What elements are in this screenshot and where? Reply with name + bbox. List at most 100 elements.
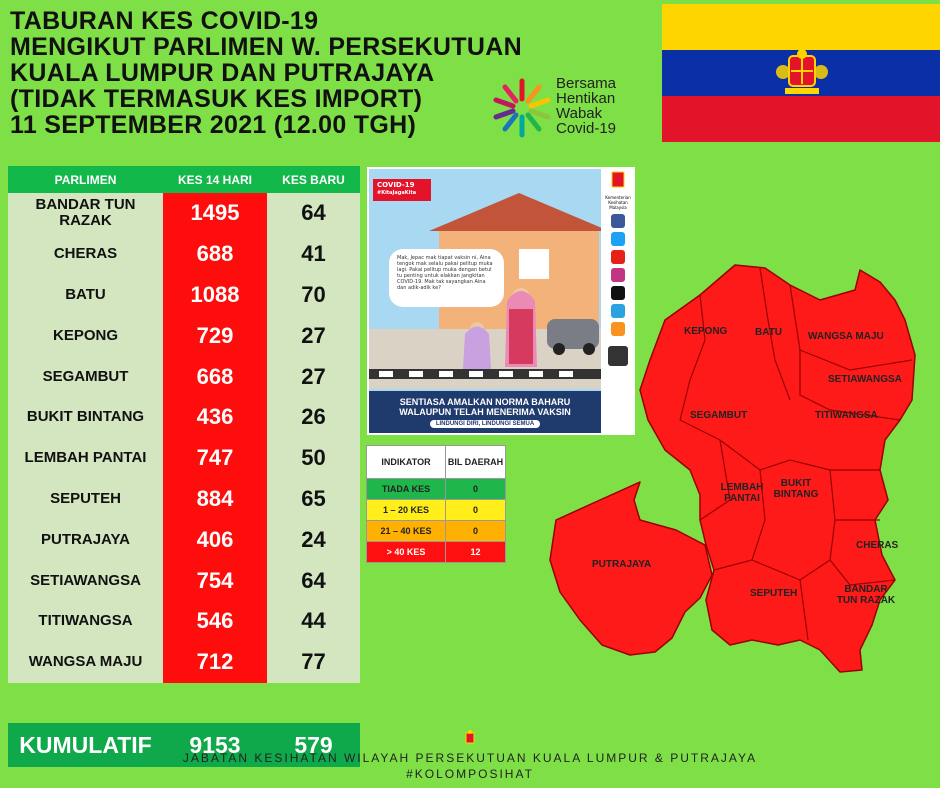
table-row: LEMBAH PANTAI 747 50 (8, 437, 360, 479)
cell-parlimen: PUTRAJAYA (8, 519, 163, 561)
indicator-value: 0 (445, 520, 506, 542)
cell-kesbaru: 64 (267, 193, 360, 234)
poster-banner-line-2: WALAUPUN TELAH MENERIMA VAKSIN (399, 407, 571, 417)
bil-daerah-header: BIL DAERAH (445, 445, 506, 479)
indicator-row: > 40 KES 12 (366, 541, 506, 563)
poster-ribbon-text: COVID-19 (377, 181, 415, 189)
cell-kes14: 546 (163, 600, 267, 642)
poster-banner-line-1: SENTIASA AMALKAN NORMA BAHARU (399, 397, 571, 407)
campaign-mini-icon (611, 322, 625, 336)
tiktok-icon (611, 286, 625, 300)
cases-table: PARLIMEN KES 14 HARI KES BARU BANDAR TUN… (8, 166, 360, 768)
map-label-bandar-tun-razak: BANDAR TUN RAZAK (836, 584, 896, 606)
cell-kes14: 436 (163, 396, 267, 438)
total-kes-14: 9153 (163, 723, 267, 768)
map-label-setiawangsa: SETIAWANGSA (828, 374, 902, 385)
indicator-header: INDIKATOR (366, 445, 446, 479)
page-title: TABURAN KES COVID-19 MENGIKUT PARLIMEN W… (10, 7, 522, 139)
poster-scene: COVID-19 #KitaJagaKita Mak, Jepac mak ti… (369, 169, 601, 433)
poster-banner: SENTIASA AMALKAN NORMA BAHARU WALAUPUN T… (369, 391, 601, 433)
table-row: SETIAWANGSA 754 64 (8, 560, 360, 601)
total-kes-baru: 579 (267, 723, 360, 768)
cell-parlimen: BANDAR TUN RAZAK (8, 193, 163, 234)
table-row: BATU 1088 70 (8, 274, 360, 316)
map-label-wangsa-maju: WANGSA MAJU (808, 331, 884, 342)
map-label-segambut: SEGAMBUT (690, 410, 748, 421)
poster-ribbon: COVID-19 #KitaJagaKita (373, 179, 431, 201)
cell-parlimen: KEPONG (8, 315, 163, 357)
map-label-batu: BATU (755, 327, 783, 338)
map-label-titiwangsa: TITIWANGSA (815, 410, 878, 421)
cell-kes14: 729 (163, 315, 267, 357)
campaign-burst-icon (493, 78, 551, 138)
cell-kesbaru: 26 (267, 396, 360, 438)
instagram-icon (611, 268, 625, 282)
cell-kes14: 754 (163, 560, 267, 601)
qr-code-icon (608, 346, 628, 366)
poster-ribbon-tag: #KitaJagaKita (377, 190, 417, 196)
title-line-4: (TIDAK TERMASUK KES IMPORT) (10, 85, 423, 113)
total-row: KUMULATIF 9153 579 (8, 723, 360, 768)
indicator-label: > 40 KES (366, 541, 446, 563)
cell-parlimen: SEGAMBUT (8, 356, 163, 397)
map-label-kepong: KEPONG (684, 326, 728, 337)
cell-parlimen: SEPUTEH (8, 478, 163, 520)
cell-kesbaru: 77 (267, 641, 360, 683)
cell-parlimen: SETIAWANGSA (8, 560, 163, 601)
map-label-putrajaya: PUTRAJAYA (592, 559, 652, 570)
cell-kes14: 712 (163, 641, 267, 683)
cell-kesbaru: 65 (267, 478, 360, 520)
campaign-line-1: Bersama (556, 75, 617, 92)
poster-sidebar: Kementerian Kesihatan Malaysia (603, 169, 633, 433)
footer: JABATAN KESIHATAN WILAYAH PERSEKUTUAN KU… (0, 750, 940, 782)
indicator-row: TIADA KES 0 (366, 478, 506, 500)
table-row: CHERAS 688 41 (8, 233, 360, 275)
campaign-line-3: Wabak (556, 105, 603, 122)
cell-parlimen: CHERAS (8, 233, 163, 275)
cell-kes14: 1495 (163, 193, 267, 234)
flag-yellow-stripe (662, 4, 940, 50)
cell-parlimen: BATU (8, 274, 163, 316)
map-label-cheras: CHERAS (856, 540, 899, 551)
title-line-1: TABURAN KES COVID-19 (10, 7, 319, 35)
map-label-seputeh: SEPUTEH (750, 588, 798, 599)
cell-parlimen: LEMBAH PANTAI (8, 437, 163, 479)
header-parlimen: PARLIMEN (8, 166, 163, 193)
footer-hashtag: #KOLOMPOSIHAT (406, 767, 534, 781)
cell-kesbaru: 24 (267, 519, 360, 561)
cell-kesbaru: 50 (267, 437, 360, 479)
cell-kes14: 406 (163, 519, 267, 561)
map-label-lembah-pantai: LEMBAH PANTAI (720, 482, 764, 504)
poster-pill: LINDUNGI DIRI, LINDUNGI SEMUA (429, 420, 541, 428)
cell-kes14: 1088 (163, 274, 267, 316)
speech-bubble: Mak, Jepac mak tiapat vaksin ni, Aina te… (389, 249, 504, 307)
title-line-3: KUALA LUMPUR DAN PUTRAJAYA (10, 59, 435, 87)
table-row: SEPUTEH 884 65 (8, 478, 360, 520)
cell-kesbaru: 27 (267, 356, 360, 397)
map-label-bukit-bintang: BUKIT BINTANG (773, 478, 819, 500)
total-label: KUMULATIF (8, 723, 163, 768)
indicator-row: 1 – 20 KES 0 (366, 499, 506, 521)
indicator-value: 0 (445, 499, 506, 521)
cell-kesbaru: 27 (267, 315, 360, 357)
cell-kes14: 747 (163, 437, 267, 479)
coat-of-arms-icon (776, 49, 828, 94)
cell-parlimen: WANGSA MAJU (8, 641, 163, 683)
cases-table-header: PARLIMEN KES 14 HARI KES BARU (8, 166, 360, 193)
title-line-2: MENGIKUT PARLIMEN W. PERSEKUTUAN (10, 33, 522, 61)
header-kes-baru: KES BARU (267, 166, 360, 193)
table-row: BUKIT BINTANG 436 26 (8, 396, 360, 438)
jkwpkl-logo-icon (465, 730, 475, 744)
header-kes-14-hari: KES 14 HARI (163, 166, 267, 193)
indicator-label: 1 – 20 KES (366, 499, 446, 521)
indicator-value: 12 (445, 541, 506, 563)
indicator-label: TIADA KES (366, 478, 446, 500)
title-line-5: 11 SEPTEMBER 2021 (12.00 TGH) (10, 111, 417, 139)
cell-kes14: 884 (163, 478, 267, 520)
footer-line-1: JABATAN KESIHATAN WILAYAH PERSEKUTUAN KU… (182, 751, 758, 765)
table-row: SEGAMBUT 668 27 (8, 356, 360, 397)
kkm-crest-icon (611, 171, 625, 188)
cell-parlimen: TITIWANGSA (8, 600, 163, 642)
cell-parlimen: BUKIT BINTANG (8, 396, 163, 438)
cell-kesbaru: 70 (267, 274, 360, 316)
